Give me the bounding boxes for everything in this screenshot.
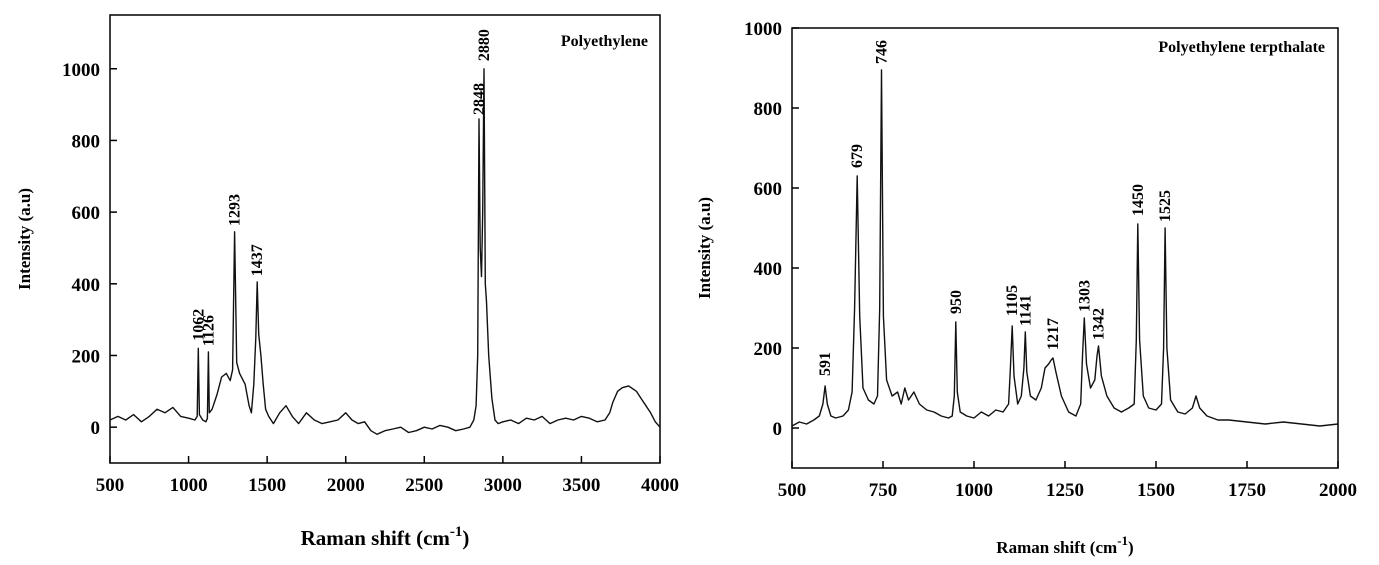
x-axis-label: Raman shift (cm-1) (996, 533, 1133, 557)
x-tick-label: 2000 (1319, 480, 1357, 501)
y-tick-label: 800 (754, 99, 783, 120)
axis-ticks: 500 750 1000 1250 1500 1750 2000 0 200 400 600 800 1… (744, 19, 1357, 501)
axis-ticks: 500 1000 1500 2000 2500 3000 3500 4000 0 200 400 60… (62, 60, 679, 496)
peak-label: 1141 (1017, 295, 1034, 326)
x-axis-label: Raman shift (cm-1) (301, 524, 470, 550)
x-tick-label: 3000 (484, 475, 522, 496)
y-tick-label: 0 (91, 418, 101, 439)
chart-title: Polyethylene terpthalate (1158, 39, 1325, 56)
y-tick-label: 0 (773, 419, 783, 440)
y-tick-label: 400 (72, 275, 101, 296)
x-tick-label: 1500 (248, 475, 286, 496)
chart-title: Polyethylene (561, 33, 648, 50)
peak-label: 1525 (1157, 190, 1174, 222)
x-axis-label-close: ) (462, 526, 469, 550)
spectrum-line (109, 68, 661, 435)
x-tick-label: 2000 (327, 475, 365, 496)
x-axis-label-superscript: -1 (450, 524, 463, 540)
x-tick-label: 1000 (955, 480, 993, 501)
y-tick-label: 400 (754, 259, 783, 280)
y-tick-label: 200 (72, 346, 101, 367)
peak-label: 1342 (1090, 308, 1107, 340)
y-tick-label: 600 (72, 203, 101, 224)
x-axis-label-main: Raman shift (cm (996, 538, 1117, 557)
peak-label: 1217 (1045, 318, 1062, 350)
y-tick-label: 1000 (62, 60, 100, 81)
peak-label: 591 (817, 352, 834, 376)
peak-label: 2880 (476, 29, 493, 61)
x-tick-label: 2500 (405, 475, 443, 496)
peak-label: 1437 (249, 244, 266, 276)
x-tick-label: 3500 (562, 475, 600, 496)
x-tick-label: 750 (869, 480, 898, 501)
x-tick-label: 1750 (1228, 480, 1266, 501)
plot-frame (791, 27, 1339, 469)
peak-label: 1293 (227, 194, 244, 226)
plot-frame (109, 14, 661, 464)
y-tick-label: 1000 (744, 19, 782, 40)
y-tick-label: 800 (72, 131, 101, 152)
peak-label: 950 (948, 290, 965, 314)
x-tick-label: 4000 (641, 475, 679, 496)
peak-label: 1105 (1004, 285, 1021, 316)
x-tick-label: 1500 (1137, 480, 1175, 501)
y-axis-label: Intensity (a.u) (15, 188, 34, 290)
peak-label: 1450 (1130, 184, 1147, 216)
x-tick-label: 1000 (170, 475, 208, 496)
y-axis-label: Intensity (a.u) (695, 197, 714, 299)
polyethylene-chart: Polyethylene Intensity (a.u) Raman shift… (15, 14, 679, 550)
x-tick-label: 500 (778, 480, 807, 501)
peak-label: 1062 (190, 309, 207, 341)
x-axis-label-superscript: -1 (1117, 533, 1128, 548)
spectrum-series (109, 68, 661, 435)
peak-label: 679 (849, 144, 866, 168)
peak-label: 2848 (471, 83, 488, 115)
x-tick-label: 500 (96, 475, 125, 496)
spectrum-line (791, 69, 1339, 427)
spectrum-series (791, 69, 1339, 427)
x-axis-label-close: ) (1128, 538, 1134, 557)
y-tick-label: 600 (754, 179, 783, 200)
peak-label: 1126 (200, 315, 217, 346)
peak-label: 746 (874, 40, 891, 64)
polyethylene-terpthalate-chart: Polyethylene terpthalate Intensity (a.u)… (695, 19, 1357, 557)
peak-label: 1303 (1076, 280, 1093, 312)
x-tick-label: 1250 (1046, 480, 1084, 501)
y-tick-label: 200 (754, 339, 783, 360)
x-axis-label-main: Raman shift (cm (301, 526, 451, 550)
